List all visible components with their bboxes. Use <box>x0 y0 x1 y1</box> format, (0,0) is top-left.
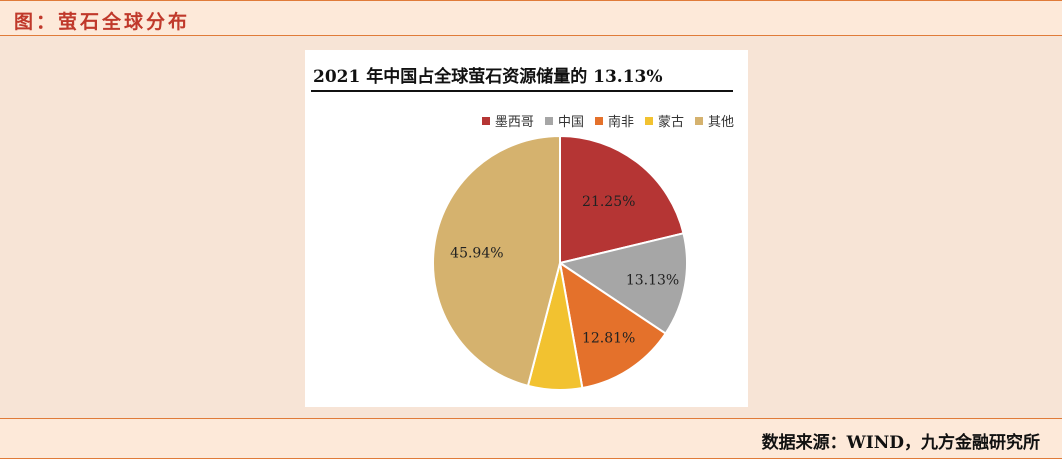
legend-item: 墨西哥 <box>481 111 534 130</box>
legend-label: 其他 <box>707 115 734 130</box>
legend-item: 中国 <box>544 111 584 130</box>
legend-item: 其他 <box>694 111 734 130</box>
pie-slice <box>432 134 561 388</box>
legend-label: 蒙古 <box>657 115 684 130</box>
legend-swatch <box>481 116 490 125</box>
chart-container: 21.25%13.13%12.81%6.88%45.94% 2021 年中国占全… <box>305 50 748 407</box>
legend-swatch <box>544 116 553 125</box>
slice-data-label: 13.13% <box>626 273 679 289</box>
slice-data-label: 45.94% <box>450 245 503 261</box>
chart-legend: 墨西哥 中国 南非 蒙古 其他 <box>481 111 734 130</box>
legend-item: 南非 <box>594 111 634 130</box>
data-source-note: 数据来源：WIND，九方金融研究所 <box>761 433 1040 453</box>
legend-label: 南非 <box>607 115 634 130</box>
figure-title: 图：萤石全球分布 <box>14 11 191 33</box>
figure-header: 图：萤石全球分布 <box>0 0 1062 36</box>
slice-data-label: 12.81% <box>582 330 635 346</box>
figure-footer: 数据来源：WIND，九方金融研究所 <box>0 419 1062 459</box>
legend-swatch <box>644 116 653 125</box>
title-divider <box>311 90 733 92</box>
pie-slice <box>557 232 688 335</box>
pie-chart: 21.25%13.13%12.81%6.88%45.94% <box>432 134 688 391</box>
legend-swatch <box>694 116 703 125</box>
legend-item: 蒙古 <box>644 111 684 130</box>
legend-label: 中国 <box>557 115 584 130</box>
legend-label: 墨西哥 <box>494 115 534 130</box>
pie-slice <box>559 134 685 265</box>
legend-swatch <box>594 116 603 125</box>
chart-title: 2021 年中国占全球萤石资源储量的 13.13% <box>313 67 663 87</box>
pie-slice <box>558 260 667 390</box>
slice-data-label: 21.25% <box>582 194 635 210</box>
